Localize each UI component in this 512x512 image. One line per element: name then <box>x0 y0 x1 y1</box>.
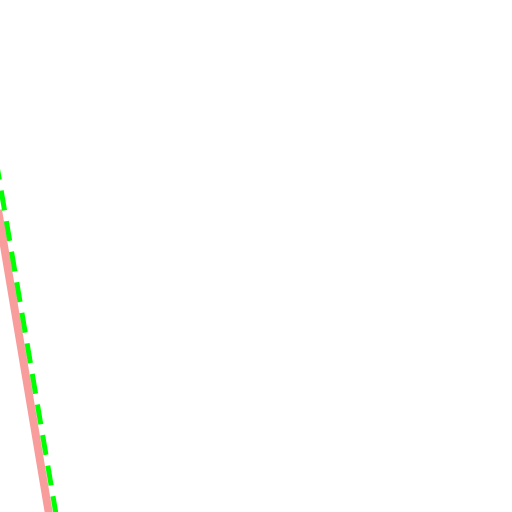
pink-line <box>0 209 53 512</box>
green-dashed-line <box>0 168 59 512</box>
